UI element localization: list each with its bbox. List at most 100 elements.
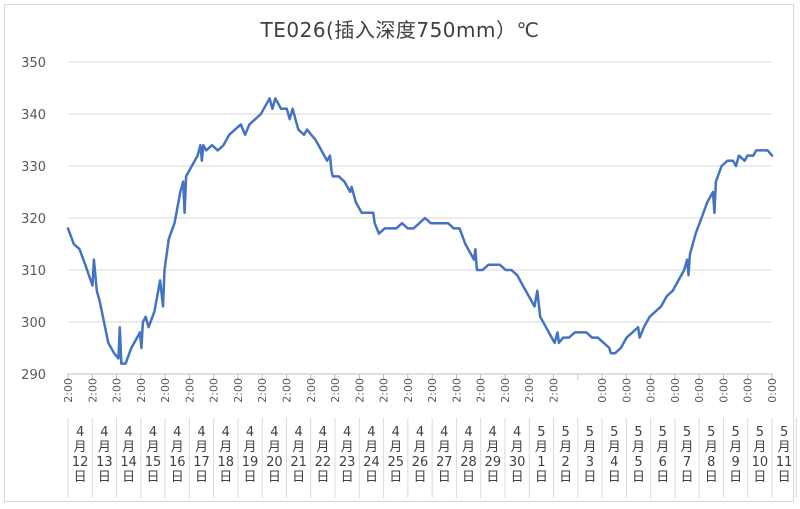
date-label-part: 日 <box>608 470 621 485</box>
date-label-part: 28 <box>460 455 477 470</box>
date-label-part: 6 <box>659 455 667 470</box>
date-label-part: 月 <box>268 440 281 455</box>
date-label-part: 日 <box>486 470 499 485</box>
x-tick-label: 2:00 <box>450 378 463 403</box>
date-label-part: 4 <box>270 425 278 440</box>
date-label-part: 7 <box>683 455 691 470</box>
x-tick-label: 0:00 <box>693 378 706 403</box>
y-tick-label: 320 <box>21 212 46 227</box>
x-tick-label: 2:00 <box>256 378 269 403</box>
date-label-part: 5 <box>731 425 739 440</box>
series-line-0 <box>66 97 774 365</box>
x-tick-label: 2:00 <box>523 378 536 403</box>
x-tick-label: 2:00 <box>111 378 124 403</box>
date-label-part: 月 <box>341 440 354 455</box>
y-tick-label: 300 <box>21 316 46 331</box>
date-label-part: 月 <box>608 440 621 455</box>
date-label-part: 15 <box>145 455 162 470</box>
date-label-part: 日 <box>462 470 475 485</box>
date-label-part: 4 <box>294 425 302 440</box>
date-label-part: 月 <box>753 440 766 455</box>
date-label-part: 4 <box>319 425 327 440</box>
date-label-part: 月 <box>511 440 524 455</box>
date-label-part: 月 <box>219 440 232 455</box>
y-tick-label: 330 <box>21 160 46 175</box>
x-axis: 2:00 2:00 2:00 2:00 2:00 2:00 2:00 2:00 2:00 2:00… <box>62 374 779 403</box>
date-label-part: 5 <box>756 425 764 440</box>
date-label-part: 日 <box>729 470 742 485</box>
date-label-part: 5 <box>634 455 642 470</box>
x-tick-label: 0:00 <box>669 378 682 403</box>
date-label-part: 13 <box>96 455 113 470</box>
date-label-part: 月 <box>146 440 159 455</box>
date-label-part: 月 <box>438 440 451 455</box>
date-label-part: 月 <box>389 440 402 455</box>
date-label-part: 5 <box>659 425 667 440</box>
date-label-part: 4 <box>343 425 351 440</box>
date-label-part: 4 <box>197 425 205 440</box>
date-label-part: 5 <box>683 425 691 440</box>
date-label-part: 2 <box>562 455 570 470</box>
x-tick-label: 0:00 <box>620 378 633 403</box>
date-label-part: 20 <box>266 455 283 470</box>
x-tick-label: 2:00 <box>548 378 561 403</box>
x-tick-label: 2:00 <box>329 378 342 403</box>
date-label-part: 5 <box>707 425 715 440</box>
date-label-part: 月 <box>292 440 305 455</box>
series-group <box>66 97 774 365</box>
date-label-part: 9 <box>731 455 739 470</box>
x-tick-label: 2:00 <box>208 378 221 403</box>
date-label-part: 月 <box>559 440 572 455</box>
x-tick-label: 2:00 <box>86 378 99 403</box>
x-tick-label: 0:00 <box>742 378 755 403</box>
date-label-part: 月 <box>195 440 208 455</box>
x-tick-label: 2:00 <box>183 378 196 403</box>
date-label-part: 日 <box>535 470 548 485</box>
date-label-part: 日 <box>632 470 645 485</box>
date-label-part: 27 <box>436 455 453 470</box>
date-label-part: 月 <box>705 440 718 455</box>
x-tick-label: 2:00 <box>280 378 293 403</box>
date-label-part: 4 <box>222 425 230 440</box>
y-tick-label: 340 <box>21 108 46 123</box>
date-label-part: 月 <box>413 440 426 455</box>
date-label-part: 日 <box>681 470 694 485</box>
date-label-part: 29 <box>485 455 502 470</box>
x-tick-label: 2:00 <box>135 378 148 403</box>
chart-frame <box>4 4 794 502</box>
date-label-part: 10 <box>752 455 769 470</box>
x-tick-label: 0:00 <box>766 378 779 403</box>
y-tick-label: 350 <box>21 56 46 71</box>
date-label-part: 日 <box>122 470 135 485</box>
date-label-part: 4 <box>125 425 133 440</box>
date-label-part: 16 <box>169 455 186 470</box>
date-label-part: 26 <box>412 455 429 470</box>
date-label-part: 月 <box>681 440 694 455</box>
date-label-part: 日 <box>656 470 669 485</box>
date-label-part: 月 <box>74 440 87 455</box>
date-label-part: 4 <box>246 425 254 440</box>
date-label-part: 月 <box>729 440 742 455</box>
date-label-part: 日 <box>146 470 159 485</box>
x-tick-label: 2:00 <box>159 378 172 403</box>
x-tick-label: 2:00 <box>475 378 488 403</box>
date-label-part: 5 <box>610 425 618 440</box>
date-label-part: 8 <box>707 455 715 470</box>
date-label-part: 4 <box>440 425 448 440</box>
x-tick-label: 2:00 <box>426 378 439 403</box>
date-label-part: 1 <box>537 455 545 470</box>
date-label-part: 4 <box>513 425 521 440</box>
x-tick-label: 0:00 <box>717 378 730 403</box>
y-axis: 290 300 310 320 330 340 350 <box>21 56 46 383</box>
date-label-part: 4 <box>173 425 181 440</box>
date-label-part: 月 <box>583 440 596 455</box>
x-tick-label: 2:00 <box>499 378 512 403</box>
date-label-part: 月 <box>462 440 475 455</box>
x-tick-label: 2:00 <box>402 378 415 403</box>
date-label-part: 月 <box>535 440 548 455</box>
x-tick-label: 2:00 <box>305 378 318 403</box>
date-label-part: 30 <box>509 455 526 470</box>
date-label-part: 日 <box>583 470 596 485</box>
date-label-part: 日 <box>705 470 718 485</box>
